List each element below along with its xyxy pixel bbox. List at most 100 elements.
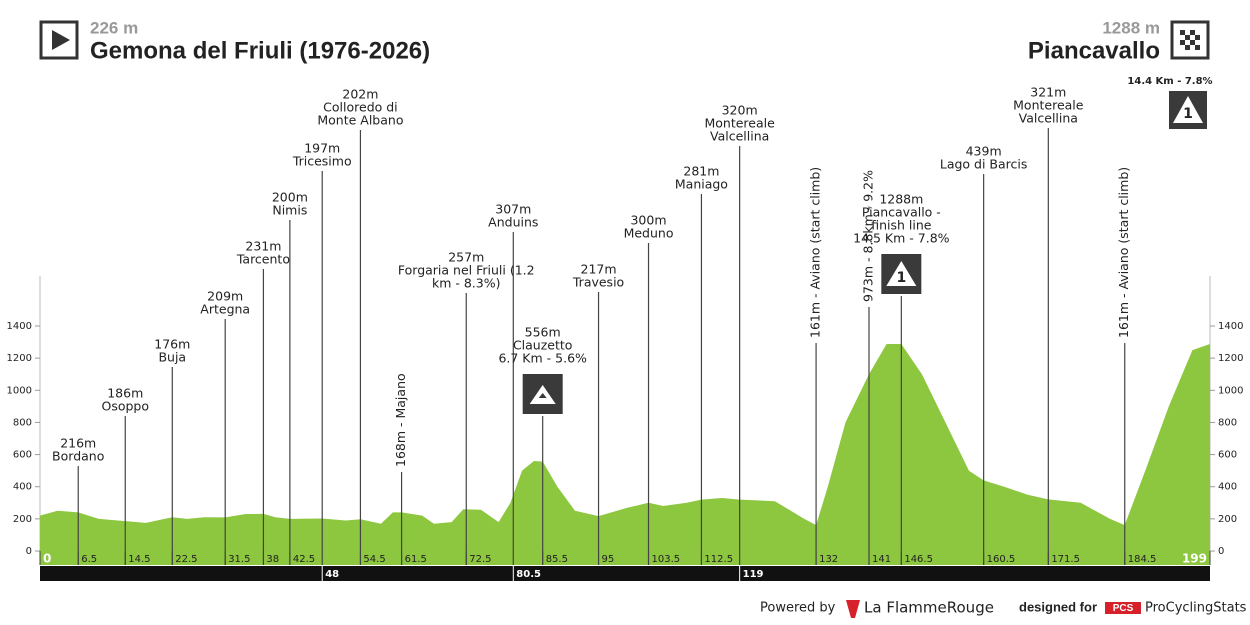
sprint-tick-label: 48 bbox=[325, 569, 339, 580]
x-tick-label: 95 bbox=[602, 554, 615, 565]
x-tick-label: 54.5 bbox=[363, 554, 385, 565]
designed-for: designed for bbox=[1019, 599, 1097, 614]
finish-flag bbox=[1180, 30, 1200, 50]
start-icon-arrow bbox=[52, 30, 70, 50]
annotation-label: 168m - Majano bbox=[393, 373, 408, 467]
annotation-label: 6.7 Km - 5.6% bbox=[498, 351, 587, 366]
climb-badge-label: 14.4 Km - 7.8% bbox=[1127, 76, 1212, 87]
annotation-label: 300m bbox=[630, 213, 666, 228]
annotation-label: Nimis bbox=[272, 203, 307, 218]
x-tick-label: 199 bbox=[1182, 552, 1207, 566]
pcs-logo bbox=[1105, 602, 1141, 614]
annotation-label: Montereale bbox=[704, 116, 775, 131]
y-tick-label: 200 bbox=[13, 514, 32, 525]
x-tick-label: 14.5 bbox=[128, 554, 150, 565]
y-tick-label: 600 bbox=[1218, 450, 1237, 461]
y-tick-label: 0 bbox=[1218, 546, 1224, 557]
annotation-label: Maniago bbox=[675, 177, 728, 192]
annotation-label: Meduno bbox=[624, 226, 674, 241]
annotation-label: Monte Albano bbox=[317, 113, 403, 128]
annotation-label: Clauzetto bbox=[513, 338, 573, 353]
annotation-label: 14.5 Km - 7.8% bbox=[853, 231, 950, 246]
annotation-label: 176m bbox=[154, 337, 190, 352]
annotation-label: Tricesimo bbox=[292, 154, 352, 169]
y-tick-label: 800 bbox=[13, 417, 32, 428]
annotation-label: Valcellina bbox=[1019, 111, 1078, 126]
y-tick-label: 1000 bbox=[1218, 385, 1243, 396]
pcs-logo-text: PCS bbox=[1113, 603, 1134, 614]
annotation-label: 197m bbox=[304, 141, 340, 156]
annotation-label: Travesio bbox=[572, 275, 624, 290]
y-tick-label: 600 bbox=[13, 450, 32, 461]
x-tick-label: 141 bbox=[872, 554, 891, 565]
y-tick-label: 1200 bbox=[7, 353, 32, 364]
y-tick-label: 0 bbox=[26, 546, 32, 557]
annotation-label: Montereale bbox=[1013, 98, 1084, 113]
x-tick-label: 171.5 bbox=[1051, 554, 1080, 565]
x-tick-label: 72.5 bbox=[469, 554, 491, 565]
annotation-label: 200m bbox=[272, 190, 308, 205]
site-name: ProCyclingStats bbox=[1145, 601, 1247, 616]
x-tick-label: 184.5 bbox=[1128, 554, 1157, 565]
x-tick-label: 146.5 bbox=[904, 554, 933, 565]
annotation-label: 307m bbox=[495, 202, 531, 217]
x-tick-label: 61.5 bbox=[405, 554, 427, 565]
y-tick-label: 800 bbox=[1218, 417, 1237, 428]
annotation-label: Bordano bbox=[52, 449, 104, 464]
sprint-bar bbox=[40, 566, 1210, 581]
annotation-label: km - 8.3%) bbox=[432, 276, 501, 291]
powered-by: Powered by bbox=[760, 601, 836, 616]
annotation-label: finish line bbox=[871, 218, 932, 233]
x-tick-label: 112.5 bbox=[704, 554, 733, 565]
annotation-label: Buja bbox=[158, 350, 186, 365]
annotation-label: Anduins bbox=[488, 215, 538, 230]
annotation-label: 209m bbox=[207, 289, 243, 304]
y-tick-label: 1000 bbox=[7, 385, 32, 396]
annotation-label: 1288m bbox=[879, 192, 923, 207]
brand: La FlammeRouge bbox=[864, 599, 994, 617]
annotation-label: Artegna bbox=[200, 302, 250, 317]
y-tick-label: 200 bbox=[1218, 514, 1237, 525]
start-icon bbox=[39, 20, 79, 60]
y-tick-label: 400 bbox=[1218, 482, 1237, 493]
category-icon bbox=[886, 261, 917, 286]
start-elevation: 226 m bbox=[90, 18, 138, 37]
annotation-label: Piancavallo - bbox=[862, 205, 941, 220]
annotation-label: 320m bbox=[722, 103, 758, 118]
sprint-tick-label: 80.5 bbox=[516, 569, 541, 580]
annotation-label: 216m bbox=[60, 436, 96, 451]
x-tick-label: 38 bbox=[266, 554, 279, 565]
x-tick-label: 42.5 bbox=[293, 554, 315, 565]
climb-badge-triangle bbox=[1173, 96, 1203, 123]
sprint-tick-label: 119 bbox=[743, 569, 764, 580]
flame-logo bbox=[846, 600, 860, 618]
start-name: Gemona del Friuli (1976-2026) bbox=[90, 37, 430, 64]
x-tick-label: 22.5 bbox=[175, 554, 197, 565]
finish-name: Piancavallo bbox=[1028, 37, 1160, 64]
annotation-label: 281m bbox=[683, 164, 719, 179]
finish-elevation: 1288 m bbox=[1102, 18, 1160, 37]
y-tick-label: 1400 bbox=[1218, 321, 1243, 332]
annotation-label: Tarcento bbox=[236, 252, 290, 267]
annotation-label: 973m - 8.8km - 9.2% bbox=[860, 170, 875, 302]
elevation-area bbox=[40, 344, 1210, 565]
annotation-label: 556m bbox=[525, 325, 561, 340]
annotation-label: 186m bbox=[107, 386, 143, 401]
annotation-label: 257m bbox=[448, 250, 484, 265]
x-tick-label: 0 bbox=[43, 552, 51, 566]
annotation-label: 217m bbox=[581, 262, 617, 277]
annotation-label: 161m - Aviano (start climb) bbox=[1116, 167, 1131, 338]
x-tick-label: 132 bbox=[819, 554, 838, 565]
annotation-label: 321m bbox=[1030, 85, 1066, 100]
annotation-label: Valcellina bbox=[710, 129, 769, 144]
climb-badge-number: 1 bbox=[1183, 106, 1193, 122]
mountain-snow bbox=[538, 393, 547, 398]
category-number: 1 bbox=[896, 270, 906, 286]
annotation-label: Lago di Barcis bbox=[940, 157, 1028, 172]
y-tick-label: 400 bbox=[13, 482, 32, 493]
x-tick-label: 31.5 bbox=[228, 554, 250, 565]
annotation-label: 161m - Aviano (start climb) bbox=[808, 167, 823, 338]
y-tick-label: 1400 bbox=[7, 321, 32, 332]
